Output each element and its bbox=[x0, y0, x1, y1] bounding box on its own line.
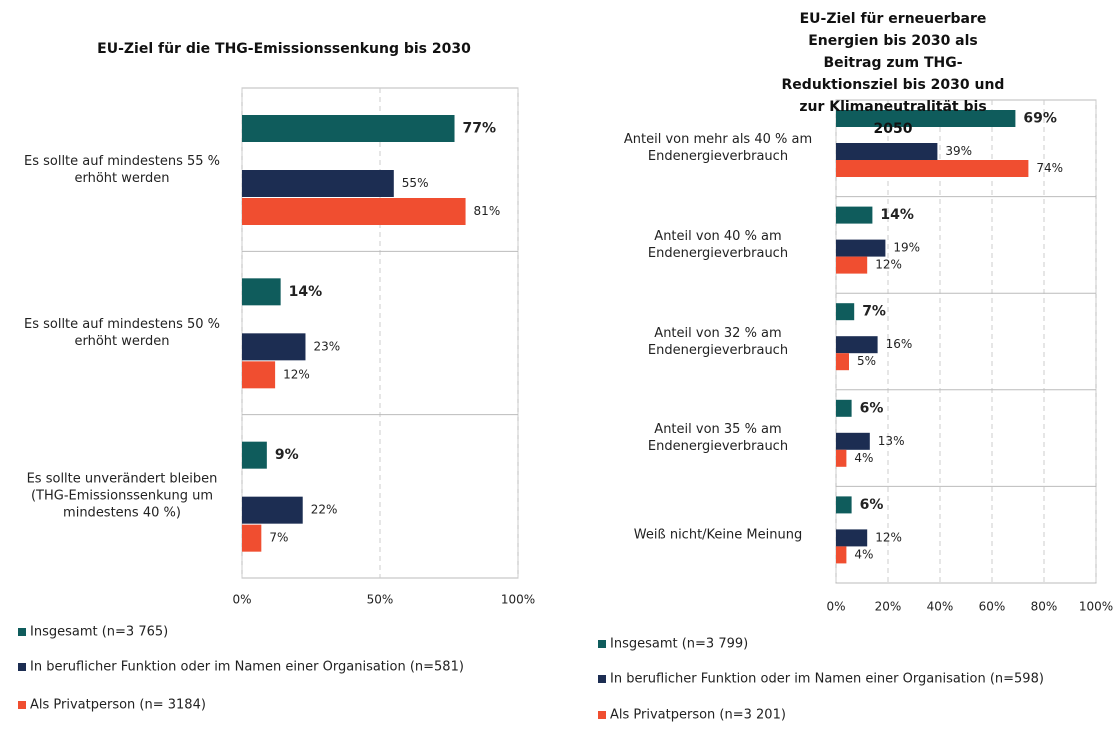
bar bbox=[836, 353, 849, 371]
value-label: 16% bbox=[886, 337, 913, 351]
category-label: Es sollte auf mindestens 50 % erhöht wer… bbox=[23, 317, 221, 349]
value-label: 14% bbox=[289, 284, 323, 300]
value-label: 12% bbox=[283, 367, 310, 381]
bar bbox=[836, 206, 873, 224]
bar bbox=[836, 432, 870, 450]
x-tick-label: 0% bbox=[826, 600, 845, 614]
x-tick-label: 50% bbox=[367, 593, 394, 607]
legend-label: In beruflicher Funktion oder im Namen ei… bbox=[30, 660, 464, 675]
x-tick-label: 40% bbox=[927, 600, 954, 614]
value-label: 13% bbox=[878, 434, 905, 448]
bar bbox=[242, 333, 306, 361]
legend-swatch bbox=[598, 711, 606, 719]
value-label: 69% bbox=[1023, 111, 1057, 127]
category-label: Es sollte unverändert bleiben (THG-Emiss… bbox=[26, 471, 218, 521]
x-tick-label: 100% bbox=[1079, 600, 1113, 614]
x-tick-label: 20% bbox=[875, 600, 902, 614]
value-label: 12% bbox=[875, 530, 902, 544]
value-label: 55% bbox=[402, 176, 429, 190]
bar bbox=[836, 110, 1016, 127]
legend-label: In beruflicher Funktion oder im Namen ei… bbox=[610, 672, 1044, 687]
value-label: 39% bbox=[945, 144, 972, 158]
value-label: 77% bbox=[463, 121, 497, 137]
category-label: Weiß nicht/Keine Meinung bbox=[633, 527, 803, 543]
legend-swatch bbox=[18, 628, 26, 636]
value-label: 7% bbox=[862, 304, 886, 320]
x-tick-label: 0% bbox=[232, 593, 251, 607]
value-label: 5% bbox=[857, 354, 876, 368]
legend-swatch bbox=[18, 663, 26, 671]
category-label: Es sollte auf mindestens 55 % erhöht wer… bbox=[23, 153, 221, 186]
value-label: 74% bbox=[1036, 161, 1063, 175]
legend-label: Insgesamt (n=3 799) bbox=[610, 637, 748, 652]
bar bbox=[836, 336, 878, 354]
bar bbox=[242, 361, 276, 389]
legend-swatch bbox=[18, 701, 26, 709]
bar bbox=[836, 546, 847, 564]
bar bbox=[836, 160, 1029, 177]
category-label: Anteil von 35 % am Endenergieverbrauch bbox=[647, 422, 789, 455]
bar bbox=[836, 496, 852, 514]
chart-title: EU-Ziel für die THG-Emissionssenkung bis… bbox=[97, 41, 471, 57]
bar bbox=[242, 198, 466, 225]
value-label: 23% bbox=[313, 339, 340, 353]
chart-title: EU-Ziel für erneuerbare Energien bis 203… bbox=[781, 11, 1005, 137]
bar bbox=[242, 524, 262, 552]
bar bbox=[242, 496, 303, 524]
x-tick-label: 100% bbox=[501, 593, 535, 607]
legend-label: Als Privatperson (n= 3184) bbox=[30, 698, 206, 713]
value-label: 14% bbox=[880, 207, 914, 223]
bar bbox=[836, 529, 868, 547]
category-label: Anteil von mehr als 40 % am Endenergieve… bbox=[623, 132, 813, 165]
category-label: Anteil von 40 % am Endenergieverbrauch bbox=[647, 228, 789, 261]
value-label: 6% bbox=[860, 497, 884, 513]
value-label: 12% bbox=[875, 258, 902, 272]
bar bbox=[836, 303, 855, 321]
bar bbox=[836, 449, 847, 467]
legend-label: Insgesamt (n=3 765) bbox=[30, 625, 168, 640]
bar bbox=[242, 170, 394, 197]
value-label: 9% bbox=[275, 447, 299, 463]
value-label: 4% bbox=[854, 547, 873, 561]
bar bbox=[836, 399, 852, 417]
value-label: 22% bbox=[311, 503, 338, 517]
bar bbox=[242, 441, 267, 469]
value-label: 19% bbox=[893, 241, 920, 255]
x-tick-label: 60% bbox=[979, 600, 1006, 614]
legend-swatch bbox=[598, 675, 606, 683]
bar bbox=[836, 256, 868, 274]
category-label: Anteil von 32 % am Endenergieverbrauch bbox=[647, 325, 789, 358]
legend-swatch bbox=[598, 640, 606, 648]
value-label: 4% bbox=[854, 451, 873, 465]
value-label: 7% bbox=[269, 531, 288, 545]
legend-label: Als Privatperson (n=3 201) bbox=[610, 708, 786, 723]
bar bbox=[836, 239, 886, 257]
x-tick-label: 80% bbox=[1031, 600, 1058, 614]
bar bbox=[836, 143, 938, 160]
value-label: 6% bbox=[860, 400, 884, 416]
bar bbox=[242, 115, 455, 142]
value-label: 81% bbox=[474, 204, 501, 218]
bar bbox=[242, 278, 281, 306]
